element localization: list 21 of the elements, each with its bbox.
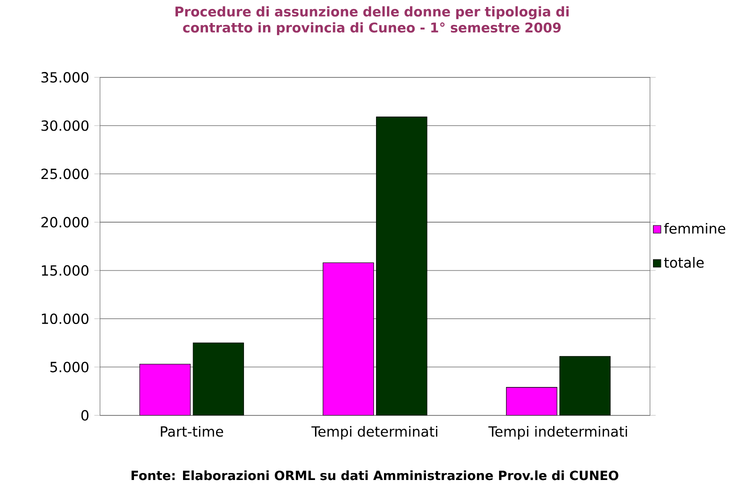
y-tick-label: 10.000 <box>42 313 88 324</box>
legend-label: femmine <box>664 222 726 234</box>
bar <box>559 356 611 416</box>
y-tick-label: 35.000 <box>41 72 88 83</box>
y-tick-label: 30.000 <box>41 120 88 131</box>
x-tick-label: Tempi determinati <box>311 426 438 440</box>
chart-title: Procedure di assunzione delle donne per tipologia di contratto in provincia di Cuneo - 1° semestre 2009 <box>176 6 569 36</box>
bar <box>376 116 428 416</box>
legend-label: totale <box>664 257 704 268</box>
bar <box>192 342 244 416</box>
y-tick-label: 0 <box>81 410 88 421</box>
y-tick-label: 15.000 <box>42 265 88 276</box>
y-tick-label: 25.000 <box>41 168 88 180</box>
bar <box>506 387 558 416</box>
y-tick-label: 5.000 <box>50 362 88 372</box>
bar <box>322 262 374 416</box>
x-tick-label: Tempi indeterminati <box>488 426 627 440</box>
x-tick-label: Part-time <box>160 426 224 437</box>
source-note: Fonte: Elaborazioni ORML su dati Amministrazione Prov.le di CUNEO <box>132 470 618 480</box>
y-tick-label: 20.000 <box>41 216 88 228</box>
bar <box>139 364 191 416</box>
